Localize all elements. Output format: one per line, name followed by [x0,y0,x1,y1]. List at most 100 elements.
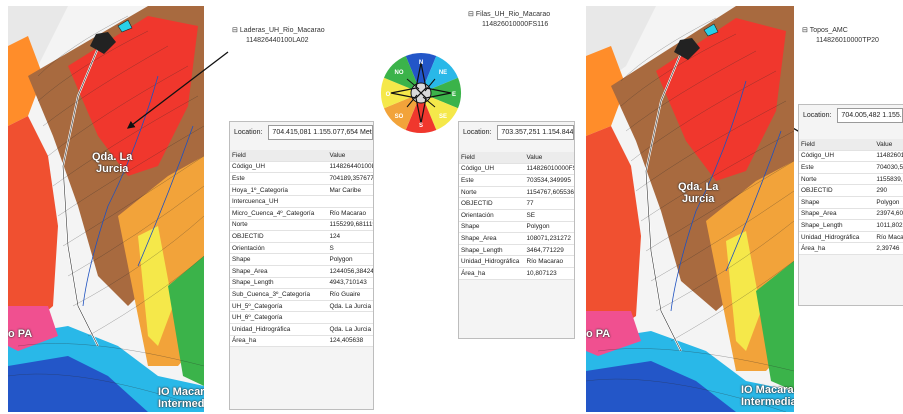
column-header-value[interactable]: Value [874,139,903,151]
map-view-right[interactable]: Qda. La Jurcia o PA IO Macarao Intermedi… [586,6,794,412]
table-row[interactable]: Área_ha 2,39746 [799,242,903,255]
table-row[interactable]: Shape Polygon [230,253,373,266]
column-header-value[interactable]: Value [327,150,373,162]
map-canvas-right [586,6,794,412]
field-name-cell: Shape_Area [799,208,875,221]
layer-tree-root[interactable]: ⊟ Laderas_UH_Rio_Macarao [232,27,325,34]
location-bar: Location: 704.415,081 1.155.077,654 Mete… [230,122,373,142]
table-row[interactable]: Shape_Area 1244056,384247 [230,265,373,278]
field-name-cell: UH_6º_Categoría [230,311,328,324]
table-row[interactable]: Este 704189,357677 [230,172,373,185]
field-value-cell: 703534,349995 [524,174,574,187]
layer-tree-child[interactable]: 114826010000FS116 [482,21,549,28]
location-value[interactable]: 703.357,251 1.154.844,5528 [497,124,574,140]
location-value[interactable]: 704.005,482 1.155.856 [837,107,903,123]
identify-panel-1: Location: 704.415,081 1.155.077,654 Mete… [229,121,374,410]
table-row[interactable]: Área_ha 10,807123 [459,267,574,280]
table-row[interactable]: UH_5º_Categoría Qda. La Jurcia [230,300,373,313]
table-header-row: Field Value [230,150,373,162]
field-name-cell: Unidad_Hidrográfica [459,255,525,268]
field-value-cell: Río Guaire [327,288,373,301]
field-name-cell: Unidad_Hidrográfica [230,323,328,336]
attribute-table: FieldValueCódigo_UH114826010000FS116Este… [459,152,574,280]
map-view-left[interactable]: Qda. La Jurcia o PA IO Macarao Intermedi… [8,6,204,412]
field-name-cell: Código_UH [230,161,328,174]
field-value-cell: 3464,771229 [524,244,574,257]
table-row[interactable]: Shape_Length 4943,710143 [230,277,373,290]
field-value-cell: 114826010000FS116 [524,163,574,176]
field-name-cell: Shape [230,253,328,266]
field-name-cell: Orientación [459,209,525,222]
table-row[interactable]: OBJECTID 290 [799,184,903,197]
compass-label-no: NO [395,70,404,76]
layer-tree-root[interactable]: ⊟ Filas_UH_Rio_Macarao [468,11,551,18]
column-header-field[interactable]: Field [230,150,328,162]
compass-label-so: SO [395,114,404,120]
table-row[interactable]: Hoya_1º_Categoría Mar Caribe [230,184,373,197]
compass-label-ne: NE [439,70,447,76]
field-name-cell: OBJECTID [799,184,875,197]
table-row[interactable]: Área_ha 124,405638 [230,335,373,348]
layer-tree-1: ⊟ Laderas_UH_Rio_Macarao 114826440100LA0… [232,26,325,46]
table-row[interactable]: Norte 1155299,681119 [230,219,373,232]
map-label-left-edge-left: o PA [8,328,33,340]
column-header-value[interactable]: Value [524,152,574,164]
field-name-cell: Micro_Cuenca_4º_Categoría [230,207,328,220]
table-row[interactable]: Código_UH114826440100LA02 [230,161,373,174]
table-row[interactable]: OBJECTID 77 [459,197,574,210]
map-label-left-edge-right: o PA [586,328,611,340]
table-row[interactable]: Este 703534,349995 [459,174,574,187]
table-row[interactable]: Micro_Cuenca_4º_Categoría Río Macarao [230,207,373,220]
field-name-cell: Este [230,172,328,185]
layer-tree-child[interactable]: 114826010000TP20 [816,37,879,44]
map-label-qda-la-jurcia-right: Qda. La Jurcia [678,181,718,205]
layer-name: Topos_AMC [809,27,848,34]
table-row[interactable]: Intercuenca_UH [230,195,373,208]
layer-tree-root[interactable]: ⊟ Topos_AMC [802,27,848,34]
table-row[interactable]: OBJECTID 124 [230,230,373,243]
table-row[interactable]: Orientación SE [459,209,574,222]
table-row[interactable]: Sub_Cuenca_3º_Categoría Río Guaire [230,288,373,301]
field-name-cell: Código_UH [799,150,875,163]
location-bar: Location: 703.357,251 1.154.844,5528 [459,122,574,142]
layer-tree-child[interactable]: 114826440100LA02 [246,37,309,44]
field-name-cell: Intercuenca_UH [230,195,328,208]
table-row[interactable]: Código_UH114826010000FS116 [459,163,574,176]
column-header-field[interactable]: Field [799,139,875,151]
field-value-cell: 1155299,681119 [327,219,373,232]
layer-name: Laderas_UH_Rio_Macarao [239,27,325,34]
table-row[interactable]: Unidad_Hidrográfica Qda. La Jurcia [230,323,373,336]
table-row[interactable]: Shape Polygon [459,221,574,234]
field-name-cell: Este [459,174,525,187]
table-row[interactable]: Código_UH114826010000TP [799,150,903,163]
table-row[interactable]: Orientación S [230,242,373,255]
field-value-cell: Polygon [874,196,903,209]
map-label-macarao-right: IO Macarao Intermedia [741,384,794,408]
table-header-row: Field Value [459,152,574,164]
location-value[interactable]: 704.415,081 1.155.077,654 Meters [268,124,373,140]
field-value-cell: 2,39746 [874,242,903,255]
field-name-cell: Norte [459,186,525,199]
compass-label-se: SE [439,114,447,120]
table-row[interactable]: Shape_Length 3464,771229 [459,244,574,257]
map-label-macarao-left: IO Macarao Intermedia [158,386,204,410]
field-name-cell: OBJECTID [230,230,328,243]
map-label-line: Intermedia [741,396,794,408]
field-value-cell: Qda. La Jurcia [327,323,373,336]
field-value-cell: 1011,802581 [874,219,903,232]
table-row[interactable]: UH_6º_Categoría [230,311,373,324]
field-value-cell: 4943,710143 [327,277,373,290]
table-row[interactable]: Norte 1154767,605536 [459,186,574,199]
table-row[interactable]: Shape_Area 108071,231272 [459,232,574,245]
column-header-field[interactable]: Field [459,152,525,164]
field-value-cell: 124 [327,230,373,243]
field-value-cell [327,311,373,324]
compass-label-n: N [419,60,423,66]
table-row[interactable]: Shape Polygon [799,196,903,209]
